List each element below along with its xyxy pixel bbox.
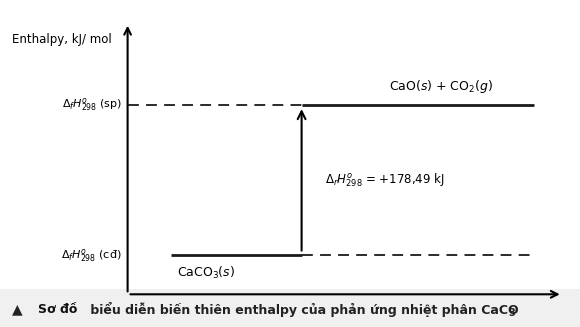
- Text: CaCO$_3$$(s)$: CaCO$_3$$(s)$: [177, 265, 235, 281]
- Text: biểu diễn biến thiên enthalpy của phản ứng nhiệt phân CaCO: biểu diễn biến thiên enthalpy của phản ứ…: [86, 301, 519, 317]
- Text: $\Delta_f H^o_{298}$ (sp): $\Delta_f H^o_{298}$ (sp): [61, 96, 122, 113]
- Text: ▲: ▲: [12, 302, 22, 316]
- Text: $\Delta_r H^o_{298}$ = +178,49 kJ: $\Delta_r H^o_{298}$ = +178,49 kJ: [325, 171, 444, 189]
- Bar: [0, 289, 580, 327]
- Text: $\Delta_f H^o_{298}$ (cđ): $\Delta_f H^o_{298}$ (cđ): [61, 247, 122, 264]
- Text: 3: 3: [509, 308, 516, 318]
- Text: CaO$(s)$ + CO$_2$$(g)$: CaO$(s)$ + CO$_2$$(g)$: [389, 78, 493, 95]
- Text: Enthalpy, kJ/ mol: Enthalpy, kJ/ mol: [12, 33, 111, 46]
- Text: Sơ đồ: Sơ đồ: [38, 302, 77, 316]
